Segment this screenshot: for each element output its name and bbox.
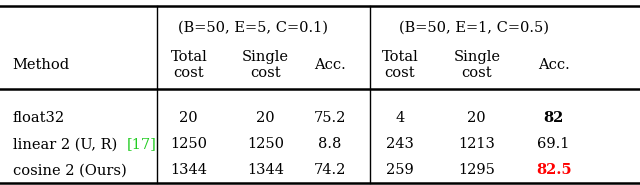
Text: 82.5: 82.5 bbox=[536, 163, 572, 177]
Text: linear 2 (U, R): linear 2 (U, R) bbox=[13, 137, 122, 151]
Text: 20: 20 bbox=[256, 111, 275, 125]
Text: cosine 2 (Ours): cosine 2 (Ours) bbox=[13, 163, 127, 177]
Text: 69.1: 69.1 bbox=[538, 137, 570, 151]
Text: 259: 259 bbox=[386, 163, 414, 177]
Text: 1344: 1344 bbox=[247, 163, 284, 177]
Text: Total
cost: Total cost bbox=[170, 50, 207, 80]
Text: Method: Method bbox=[13, 58, 70, 72]
Text: [17]: [17] bbox=[127, 137, 157, 151]
Text: 75.2: 75.2 bbox=[314, 111, 346, 125]
Text: float32: float32 bbox=[13, 111, 65, 125]
Text: 1295: 1295 bbox=[458, 163, 495, 177]
Text: 1344: 1344 bbox=[170, 163, 207, 177]
Text: (B=50, E=1, C=0.5): (B=50, E=1, C=0.5) bbox=[399, 21, 548, 35]
Text: 1250: 1250 bbox=[247, 137, 284, 151]
Text: Single
cost: Single cost bbox=[453, 50, 500, 80]
Text: 82: 82 bbox=[543, 111, 564, 125]
Text: 1250: 1250 bbox=[170, 137, 207, 151]
Text: Single
cost: Single cost bbox=[242, 50, 289, 80]
Text: 20: 20 bbox=[179, 111, 198, 125]
Text: Total
cost: Total cost bbox=[381, 50, 419, 80]
Text: 8.8: 8.8 bbox=[318, 137, 341, 151]
Text: 243: 243 bbox=[386, 137, 414, 151]
Text: 74.2: 74.2 bbox=[314, 163, 346, 177]
Text: 20: 20 bbox=[467, 111, 486, 125]
Text: (B=50, E=5, C=0.1): (B=50, E=5, C=0.1) bbox=[178, 21, 328, 35]
Text: Acc.: Acc. bbox=[538, 58, 570, 72]
Text: Acc.: Acc. bbox=[314, 58, 346, 72]
Text: 4: 4 bbox=[396, 111, 404, 125]
Text: 1213: 1213 bbox=[458, 137, 495, 151]
